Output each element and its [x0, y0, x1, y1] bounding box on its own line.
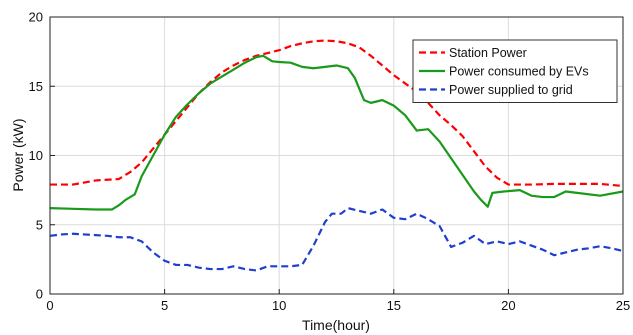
series-layer [49, 39, 624, 272]
series-line-2 [49, 54, 624, 211]
y-tick-label: 15 [29, 79, 43, 94]
y-tick-label: 20 [29, 10, 43, 25]
x-tick-label: 20 [501, 298, 515, 313]
series-line-3 [49, 207, 624, 272]
legend-label-1: Station Power [449, 46, 527, 60]
y-tick-label: 5 [36, 217, 43, 232]
y-tick-label: 0 [36, 287, 43, 302]
x-axis-label: Time(hour) [302, 317, 370, 333]
legend-label-3: Power supplied to grid [449, 83, 573, 97]
x-tick-label: 15 [387, 298, 401, 313]
x-tick-label: 10 [272, 298, 286, 313]
legend: Station Power Power consumed by EVs Power … [412, 39, 618, 103]
x-tick-label: 0 [46, 298, 53, 313]
y-tick-label: 10 [29, 148, 43, 163]
y-axis-label: Power (kW) [10, 118, 26, 191]
ticks: 0 5 10 15 20 25 0 5 10 15 20 [29, 10, 631, 314]
x-tick-label: 25 [616, 298, 630, 313]
legend-box [412, 39, 618, 103]
legend-label-2: Power consumed by EVs [449, 65, 589, 79]
x-tick-label: 5 [161, 298, 168, 313]
